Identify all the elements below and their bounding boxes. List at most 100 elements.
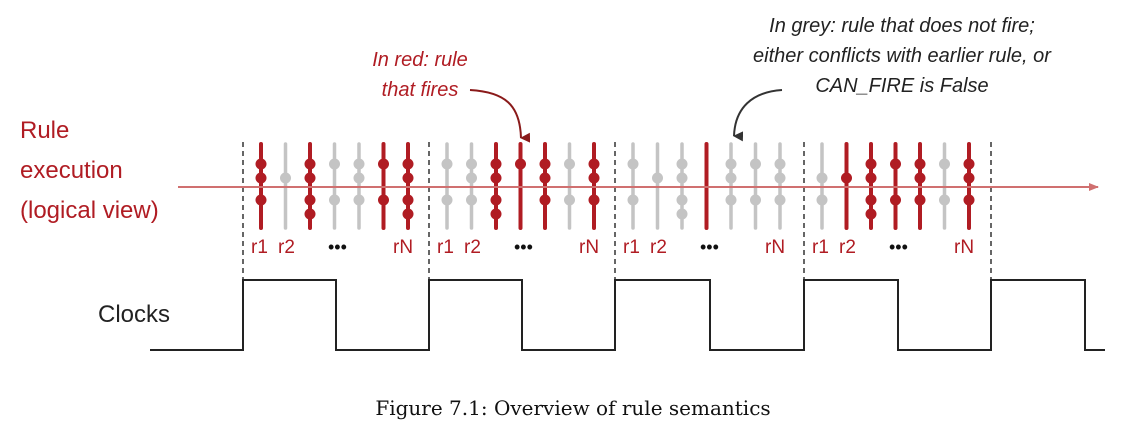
rule-dot <box>353 158 365 170</box>
rule-execution-label: Rule execution (logical view) <box>20 117 159 224</box>
rule-dot <box>515 158 526 170</box>
figure-caption: Figure 7.1: Overview of rule semantics <box>375 396 770 420</box>
rule-ellipsis: ••• <box>700 237 719 257</box>
rule-label-r1: r1 <box>437 237 454 258</box>
rule-dot <box>378 194 389 206</box>
rule-dot <box>774 194 786 206</box>
rule-label-r1: r1 <box>812 237 829 258</box>
rule-dot <box>490 172 502 184</box>
rule-dot <box>676 208 688 220</box>
grey-annotation-arrow <box>733 89 783 142</box>
rule-dot <box>676 194 688 206</box>
rule-dot <box>865 194 877 206</box>
rule-label-r2: r2 <box>464 237 481 258</box>
grey-annotation-line-1: In grey: rule that does not fire; <box>769 15 1035 37</box>
rule-dot <box>304 194 316 206</box>
rule-dot <box>539 172 551 184</box>
clocks-label: Clocks <box>98 301 170 328</box>
rule-dot <box>750 194 761 206</box>
rule-dot <box>490 158 502 170</box>
rule-dot <box>750 158 761 170</box>
rule-label-r1: r1 <box>623 237 640 258</box>
rule-ellipsis: ••• <box>889 237 908 257</box>
rule-label-rN: rN <box>765 237 785 258</box>
rule-dot <box>914 158 926 170</box>
firing-rule <box>914 142 926 230</box>
grey-annotation: In grey: rule that does not fire; either… <box>753 15 1052 97</box>
rule-dot <box>402 158 414 170</box>
rule-dot <box>841 172 852 184</box>
red-annotation-line-2: that fires <box>382 79 459 101</box>
grey-annotation-line-2: either conflicts with earlier rule, or <box>753 45 1052 67</box>
rule-dot <box>890 194 901 206</box>
rule-dot <box>466 172 477 184</box>
rule-dot <box>890 158 901 170</box>
rule-dot <box>304 208 316 220</box>
rule-dot <box>939 158 950 170</box>
rule-dot <box>774 172 786 184</box>
rule-dot <box>564 194 575 206</box>
rule-dot <box>255 194 267 206</box>
rule-dot <box>539 194 551 206</box>
rule-dot <box>627 158 639 170</box>
rule-dot <box>304 172 316 184</box>
rule-dot <box>564 158 575 170</box>
rule-ellipsis: ••• <box>514 237 533 257</box>
rule-dot <box>865 158 877 170</box>
rule-dot <box>329 158 340 170</box>
rule-dot <box>490 208 502 220</box>
rule-index-labels: r1 r2 ••• rN r1 r2 ••• rN r1 r2 ••• rN r1 r2 ••• rN <box>251 237 974 258</box>
clock-waveform <box>150 279 1105 351</box>
rule-dot <box>539 158 551 170</box>
grey-annotation-line-3: CAN_FIRE is False <box>815 75 988 97</box>
rule-label-rN: rN <box>393 237 413 258</box>
rule-label-rN: rN <box>579 237 599 258</box>
rule-dot <box>441 194 453 206</box>
red-annotation-arrow <box>469 89 531 143</box>
rules-layer <box>255 142 975 230</box>
rule-dot <box>588 158 600 170</box>
rule-dot <box>353 172 365 184</box>
rule-dot <box>865 172 877 184</box>
rule-dot <box>353 194 365 206</box>
rule-dot <box>652 172 663 184</box>
rule-dot <box>255 172 267 184</box>
rule-dot <box>725 172 737 184</box>
rule-dot <box>466 194 477 206</box>
rule-dot <box>725 158 737 170</box>
rule-label-r2: r2 <box>278 237 295 258</box>
rule-dot <box>466 158 477 170</box>
rule-dot <box>588 172 600 184</box>
rule-dot <box>774 158 786 170</box>
rule-label-rN: rN <box>954 237 974 258</box>
rule-dot <box>588 194 600 206</box>
rule-dot <box>490 194 502 206</box>
rule-dot <box>304 158 316 170</box>
rule-dot <box>963 194 975 206</box>
rule-ellipsis: ••• <box>328 237 347 257</box>
rule-label-r2: r2 <box>650 237 667 258</box>
rule-dot <box>816 194 828 206</box>
rule-dot <box>816 172 828 184</box>
rule-label-r2: r2 <box>839 237 856 258</box>
rule-dot <box>255 158 267 170</box>
rule-dot <box>963 158 975 170</box>
rule-execution-line-2: execution <box>20 157 123 184</box>
rule-dot <box>865 208 877 220</box>
rule-dot <box>627 194 639 206</box>
red-annotation-line-1: In red: rule <box>372 49 468 71</box>
red-annotation: In red: rule that fires <box>372 49 468 101</box>
rule-dot <box>378 158 389 170</box>
rule-dot <box>676 172 688 184</box>
rule-dot <box>914 172 926 184</box>
rule-dot <box>676 158 688 170</box>
rule-dot <box>963 172 975 184</box>
rule-dot <box>441 158 453 170</box>
rule-dot <box>939 194 950 206</box>
rule-dot <box>725 194 737 206</box>
rule-dot <box>402 172 414 184</box>
rule-dot <box>914 194 926 206</box>
rule-dot <box>280 172 291 184</box>
rule-dot <box>402 194 414 206</box>
